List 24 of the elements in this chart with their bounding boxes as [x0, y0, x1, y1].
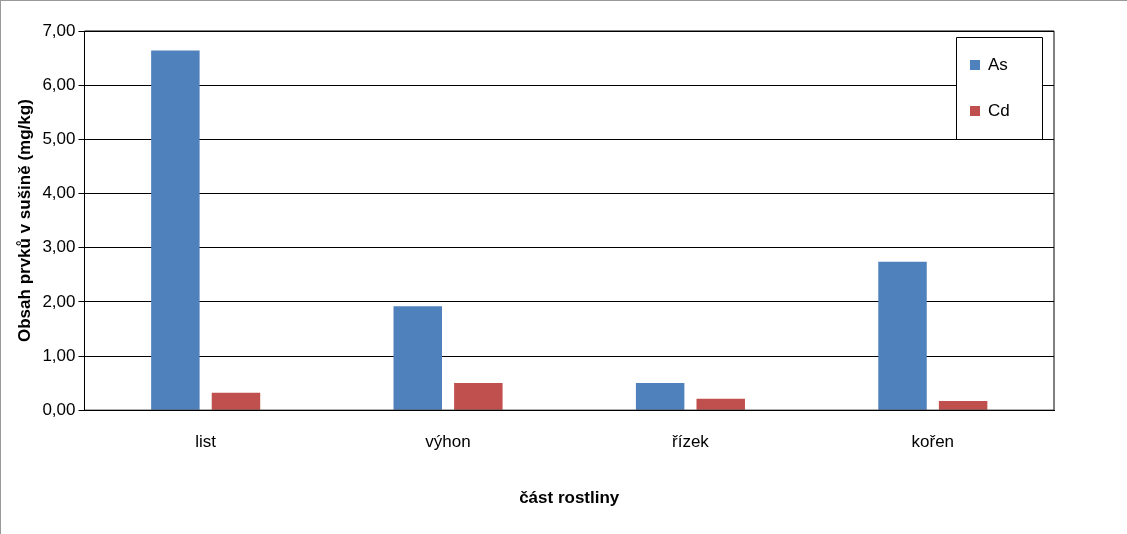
y-tick-label: 5,00: [42, 129, 76, 149]
bar: [454, 383, 503, 410]
legend-label: As: [988, 54, 1008, 74]
bar: [151, 50, 200, 410]
x-tick-label: výhon: [425, 432, 471, 452]
bar: [878, 261, 927, 410]
y-tick-label: 0,00: [42, 399, 76, 419]
y-tick-label: 3,00: [42, 237, 76, 257]
x-axis-title: část rostliny: [519, 488, 620, 508]
x-tick-label: list: [195, 432, 217, 452]
y-tick-label: 4,00: [42, 183, 76, 203]
y-tick-label: 1,00: [42, 345, 76, 365]
y-tick-label: 6,00: [42, 74, 76, 94]
y-tick-label: 2,00: [42, 291, 76, 311]
bar: [938, 400, 988, 410]
bar: [393, 306, 442, 410]
x-tick-label: kořen: [911, 432, 955, 452]
bar: [696, 398, 745, 410]
y-axis-title: Obsah prvků v sušině (mg/kg): [14, 99, 34, 342]
legend-label: Cd: [988, 100, 1010, 120]
bar: [635, 383, 685, 410]
x-tick-label: řízek: [672, 432, 710, 452]
bar: [211, 392, 261, 410]
y-tick-label: 7,00: [42, 20, 76, 40]
